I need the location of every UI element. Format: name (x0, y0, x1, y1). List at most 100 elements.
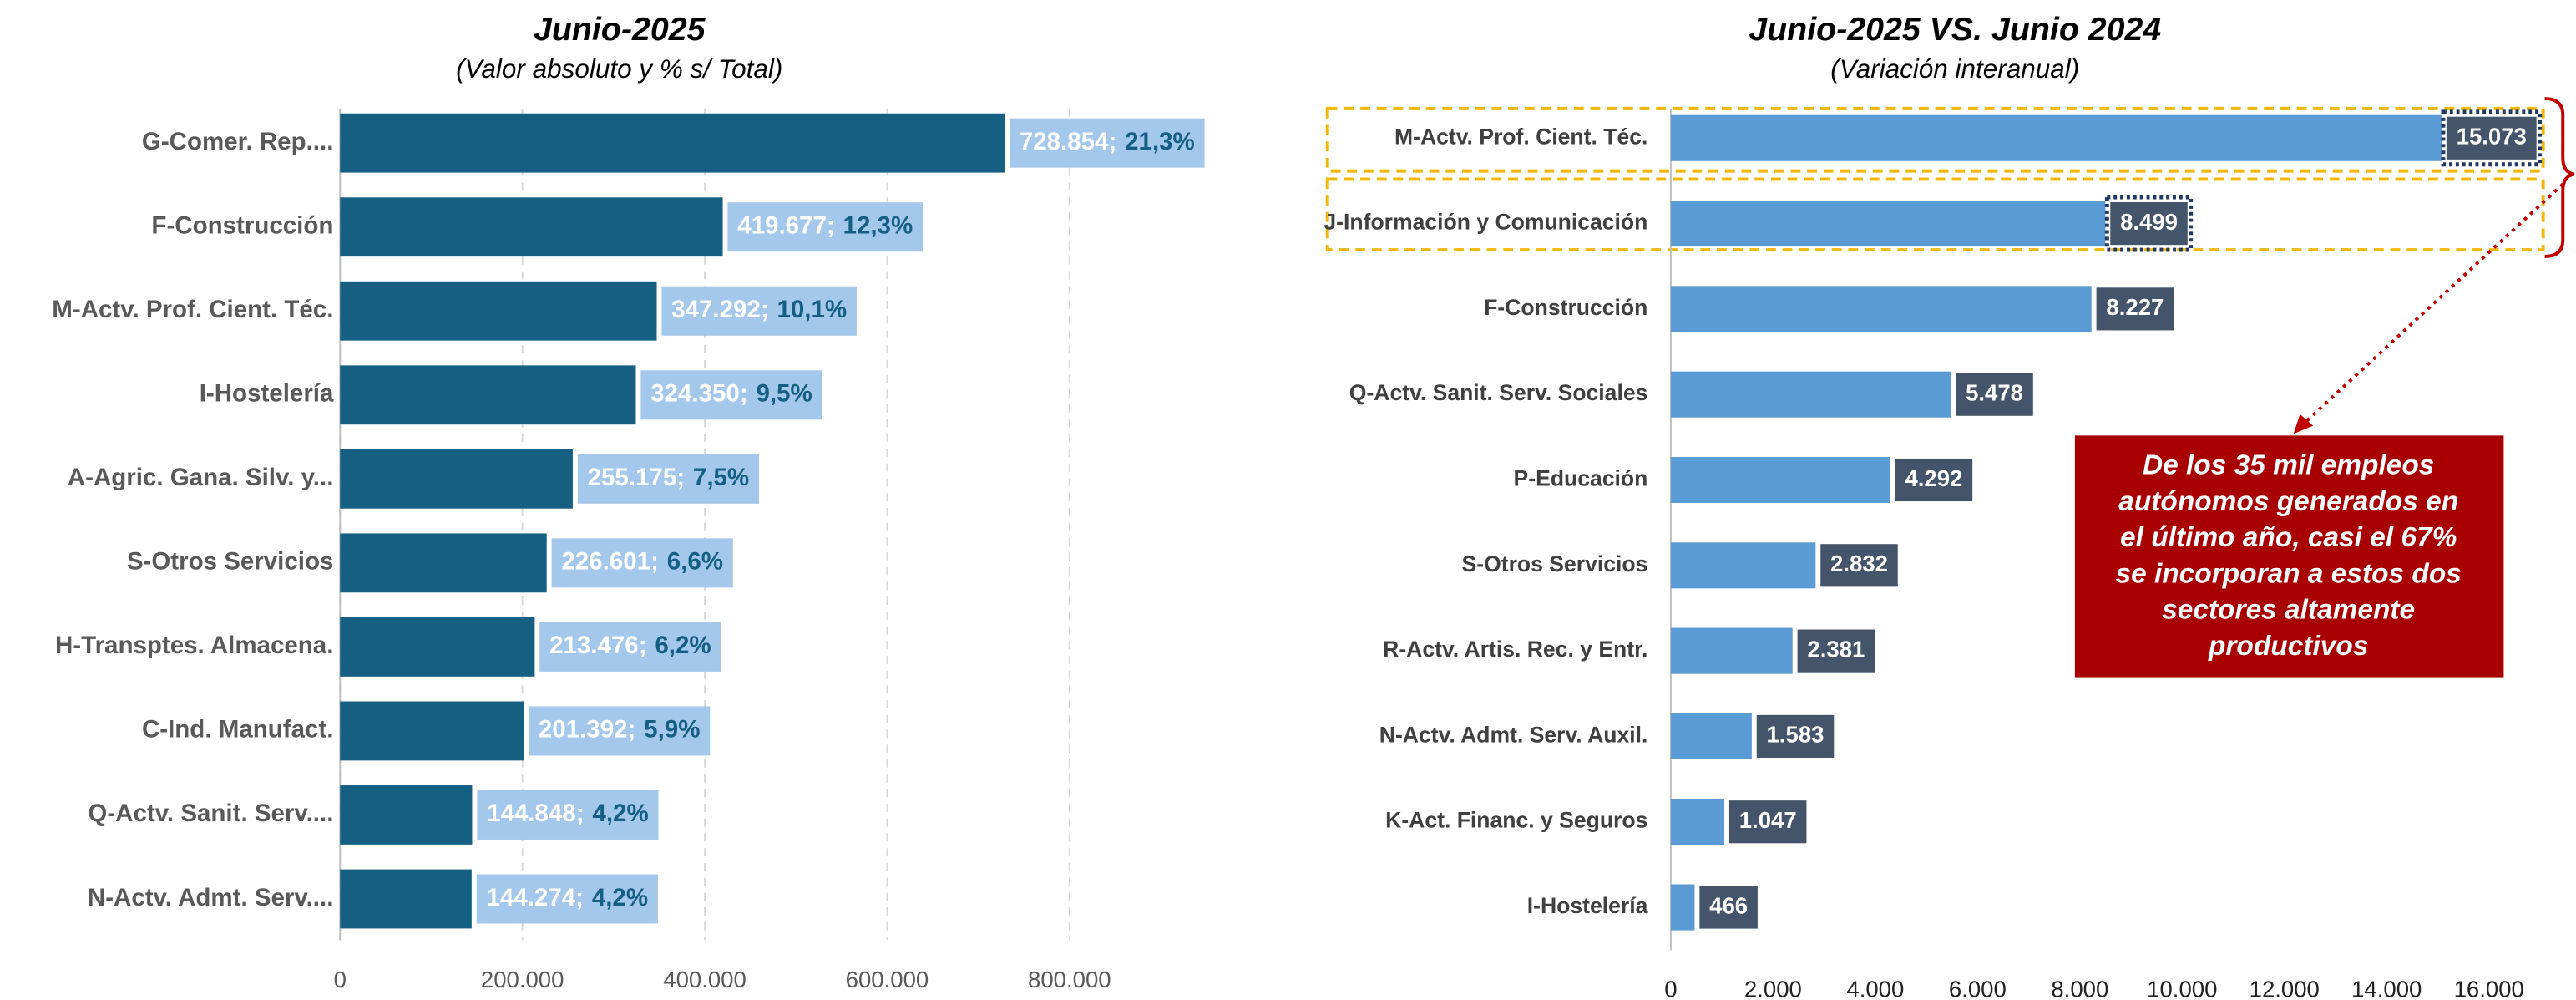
value-label: 226.601; (561, 548, 658, 576)
y-tick-label: C-Ind. Manufact. (142, 716, 333, 744)
value-label-box (476, 874, 658, 924)
arrow-head (2293, 414, 2314, 434)
value-label-box (551, 538, 733, 588)
value-label-box (1797, 629, 1875, 673)
value-label: 419.677; (737, 212, 834, 240)
y-tick-label: I-Hostelería (1527, 893, 1648, 918)
share-label: 7,5% (693, 464, 749, 491)
bar (340, 281, 657, 341)
share-label: 5,9% (644, 716, 700, 744)
value-label: 255.175; (588, 464, 685, 491)
y-tick-label: F-Construcción (1484, 295, 1647, 320)
value-label: 213.476; (549, 632, 646, 659)
annotation-text: se incorporan a estos dos (2115, 558, 2461, 589)
value-label: 1.583 (1767, 722, 1824, 748)
highlight-label (2104, 195, 2194, 252)
value-label-box (539, 622, 721, 672)
value-label: 1.047 (1739, 807, 1797, 833)
value-label-box (1728, 800, 1807, 844)
value-label: 15.073 (2457, 124, 2527, 150)
value-label: 728.854; (1020, 128, 1116, 155)
bar (340, 113, 1005, 173)
highlight-label (2441, 109, 2543, 167)
share-label: 10,1% (777, 296, 848, 323)
share-label: 4,2% (592, 884, 648, 911)
value-label: 2.381 (1807, 636, 1865, 662)
share-label: 12,3% (843, 212, 913, 240)
value-label: 5.478 (1966, 379, 2023, 405)
annotation-text: autónomos generados en (2118, 486, 2458, 517)
share-label: 21,3% (1125, 128, 1195, 155)
bar (340, 617, 535, 677)
chart-title: Junio-2025 (534, 11, 706, 48)
x-tick-label: 800.000 (1028, 967, 1111, 992)
y-tick-label: K-Act. Financ. y Seguros (1385, 808, 1647, 833)
value-label: 144.848; (487, 799, 584, 827)
bar (340, 785, 473, 845)
y-tick-label: M-Actv. Prof. Cient. Téc. (52, 296, 333, 323)
value-label-box (1699, 886, 1758, 929)
value-label-box (577, 454, 759, 504)
y-tick-label: S-Otros Servicios (127, 548, 334, 576)
bar (340, 449, 573, 509)
y-tick-label: A-Agric. Gana. Silv. y... (68, 464, 334, 491)
x-tick-label: 2.000 (1744, 977, 1802, 1000)
bar (340, 869, 472, 929)
y-tick-label: J-Información y Comunicación (1323, 210, 1647, 235)
value-label-box (727, 202, 924, 252)
x-tick-label: 10.000 (2147, 977, 2217, 1000)
bar (1670, 201, 2106, 247)
y-tick-label: M-Actv. Prof. Cient. Téc. (1394, 124, 1647, 149)
bar (1670, 542, 1816, 589)
y-tick-label: R-Actv. Artis. Rec. y Entr. (1383, 637, 1647, 662)
x-tick-label: 600.000 (846, 967, 929, 992)
value-label-box (1956, 373, 2033, 416)
value-label: 466 (1709, 892, 1748, 918)
bar (1670, 114, 2442, 161)
value-label-box (2110, 201, 2188, 246)
value-label-box (2096, 287, 2174, 331)
bar (1670, 627, 1793, 674)
x-tick-label: 12.000 (2250, 977, 2320, 1000)
x-tick-label: 6.000 (1949, 977, 2007, 1000)
share-label: 4,2% (592, 799, 648, 827)
highlight-box (1325, 177, 2545, 252)
brace (2544, 97, 2575, 258)
value-label-box (1010, 118, 1205, 168)
chart-subtitle: (Variación interanual) (1830, 54, 2079, 84)
annotation-text: sectores altamente (2162, 595, 2415, 626)
y-tick-label: Q-Actv. Sanit. Serv. Sociales (1349, 380, 1648, 405)
arrow (2302, 182, 2564, 426)
y-tick-label: S-Otros Servicios (1462, 551, 1648, 576)
value-label-box (640, 370, 822, 420)
bar (1670, 371, 1951, 418)
bar (1670, 456, 1890, 504)
y-tick-label: N-Actv. Admt. Serv. Auxil. (1379, 722, 1648, 747)
y-tick-label: P-Educación (1514, 466, 1648, 491)
y-tick-label: N-Actv. Admt. Serv.... (88, 884, 334, 911)
value-label-box (1820, 544, 1898, 587)
highlight-box (1325, 106, 2545, 173)
bar (1670, 799, 1725, 845)
y-tick-label: G-Comer. Rep.... (142, 128, 333, 155)
value-label: 8.499 (2120, 209, 2178, 235)
bar (340, 365, 636, 425)
x-tick-label: 4.000 (1846, 977, 1904, 1000)
chart-title: Junio-2025 VS. Junio 2024 (1749, 11, 2161, 48)
value-label-box (477, 789, 659, 840)
share-label: 9,5% (756, 380, 812, 408)
bar (340, 197, 723, 257)
value-label: 2.832 (1830, 551, 1888, 576)
value-label: 347.292; (671, 296, 768, 323)
value-label: 8.227 (2106, 294, 2164, 320)
x-tick-label: 16.000 (2454, 977, 2524, 1000)
value-label-box (661, 286, 857, 336)
x-tick-label: 0 (1664, 977, 1677, 1000)
y-tick-label: F-Construcción (151, 212, 333, 240)
y-tick-label: I-Hostelería (200, 380, 334, 408)
value-label-box (2446, 116, 2537, 160)
share-label: 6,6% (667, 548, 723, 576)
x-tick-label: 14.000 (2351, 977, 2422, 1000)
